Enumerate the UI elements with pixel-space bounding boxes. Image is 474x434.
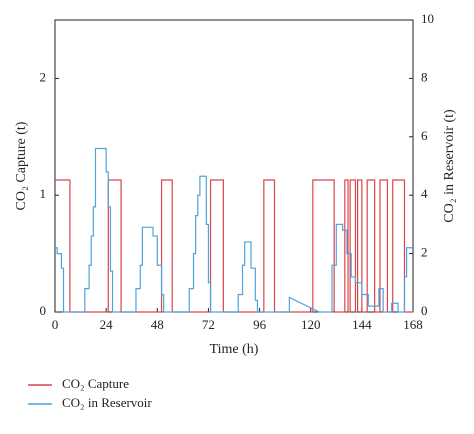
x-tick-label: 120 bbox=[301, 317, 321, 332]
x-tick-label: 72 bbox=[202, 317, 215, 332]
x-tick-label: 24 bbox=[100, 317, 114, 332]
x-tick-label: 0 bbox=[52, 317, 59, 332]
y2-tick-label: 4 bbox=[421, 186, 428, 201]
y2-tick-label: 2 bbox=[421, 245, 428, 260]
legend-label: CO₂ Capture bbox=[62, 376, 129, 391]
y2-tick-label: 10 bbox=[421, 11, 434, 26]
x-axis-title: Time (h) bbox=[210, 342, 259, 357]
y2-axis-title: CO₂ in Reservoir (t) bbox=[442, 109, 457, 223]
y-axis-title: CO₂ Capture (t) bbox=[14, 121, 29, 210]
y-tick-label: 0 bbox=[40, 303, 47, 318]
legend-label: CO₂ in Reservoir bbox=[62, 395, 152, 410]
x-tick-label: 48 bbox=[151, 317, 164, 332]
series-line bbox=[55, 147, 413, 313]
y2-tick-label: 8 bbox=[421, 69, 428, 84]
y2-tick-label: 0 bbox=[421, 303, 428, 318]
x-tick-label: 144 bbox=[352, 317, 372, 332]
x-tick-label: 96 bbox=[253, 317, 267, 332]
x-tick-label: 168 bbox=[403, 317, 423, 332]
y-tick-label: 1 bbox=[40, 186, 47, 201]
y2-tick-label: 6 bbox=[421, 128, 428, 143]
y-tick-label: 2 bbox=[40, 69, 47, 84]
series-line bbox=[55, 179, 413, 313]
